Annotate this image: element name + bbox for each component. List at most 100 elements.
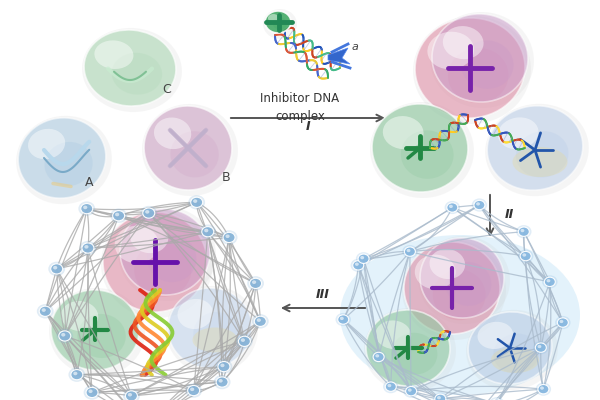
Ellipse shape [493,334,539,373]
Ellipse shape [73,372,77,375]
Ellipse shape [498,117,538,149]
Ellipse shape [273,18,287,30]
Ellipse shape [366,310,450,386]
Ellipse shape [418,236,510,324]
Ellipse shape [254,316,266,326]
Ellipse shape [520,252,531,261]
Ellipse shape [268,14,279,22]
Ellipse shape [238,336,250,346]
Ellipse shape [125,391,137,400]
Ellipse shape [420,238,504,318]
Ellipse shape [472,198,487,212]
Ellipse shape [521,229,524,232]
Ellipse shape [407,249,410,252]
Ellipse shape [61,301,98,331]
Ellipse shape [103,212,207,312]
Ellipse shape [128,393,132,396]
Ellipse shape [28,129,65,159]
Ellipse shape [404,242,500,334]
Ellipse shape [61,333,65,336]
Ellipse shape [188,195,205,210]
Ellipse shape [432,14,528,102]
Ellipse shape [51,264,63,274]
Ellipse shape [433,392,448,400]
Ellipse shape [536,382,551,396]
Ellipse shape [18,118,106,198]
Text: I: I [305,120,310,133]
Ellipse shape [406,386,416,396]
Ellipse shape [199,224,216,239]
Ellipse shape [56,329,73,343]
Ellipse shape [113,211,125,221]
Ellipse shape [83,206,88,209]
Ellipse shape [540,386,544,390]
Ellipse shape [518,250,533,263]
Ellipse shape [134,242,191,297]
Ellipse shape [77,314,126,358]
Ellipse shape [340,235,580,395]
Ellipse shape [544,277,556,286]
Ellipse shape [491,399,502,400]
Text: II: II [505,208,514,221]
Ellipse shape [485,104,589,196]
Ellipse shape [144,106,232,190]
Ellipse shape [80,241,97,255]
Text: C: C [162,83,171,96]
Ellipse shape [437,396,441,399]
Ellipse shape [512,147,568,177]
Ellipse shape [94,40,133,69]
Ellipse shape [415,255,455,289]
Ellipse shape [560,320,563,323]
Ellipse shape [193,199,197,203]
Ellipse shape [236,334,253,348]
Ellipse shape [49,288,145,376]
Ellipse shape [178,299,213,329]
Ellipse shape [115,226,159,263]
Ellipse shape [44,142,93,186]
Ellipse shape [388,384,391,387]
Ellipse shape [204,229,208,232]
Ellipse shape [220,364,224,367]
Ellipse shape [191,197,203,208]
Ellipse shape [376,320,411,349]
Ellipse shape [86,387,98,398]
Ellipse shape [448,48,508,103]
Ellipse shape [79,202,95,216]
Ellipse shape [487,106,583,190]
Ellipse shape [516,131,569,178]
Text: Inhibitor DNA
complex: Inhibitor DNA complex [260,92,340,123]
Ellipse shape [449,205,453,208]
Ellipse shape [376,354,379,358]
Ellipse shape [140,206,157,220]
Ellipse shape [373,352,384,362]
Ellipse shape [353,261,364,270]
Ellipse shape [489,397,505,400]
Ellipse shape [358,254,369,264]
Ellipse shape [555,316,571,329]
Ellipse shape [154,118,191,149]
Ellipse shape [250,278,262,288]
Ellipse shape [364,308,456,392]
Ellipse shape [85,245,89,249]
Ellipse shape [37,304,53,318]
Ellipse shape [170,131,219,178]
Ellipse shape [216,377,228,387]
Ellipse shape [118,207,216,301]
Ellipse shape [110,208,127,223]
Ellipse shape [247,276,264,290]
Polygon shape [328,48,350,64]
Ellipse shape [557,318,568,327]
Ellipse shape [476,202,480,206]
Ellipse shape [221,230,238,245]
Ellipse shape [39,306,51,316]
Ellipse shape [385,382,396,391]
Ellipse shape [241,338,245,342]
Ellipse shape [430,12,534,108]
Ellipse shape [168,288,252,368]
Ellipse shape [542,275,557,288]
Ellipse shape [538,384,549,394]
Ellipse shape [147,235,196,282]
Ellipse shape [202,227,214,237]
Ellipse shape [53,266,58,270]
Ellipse shape [81,204,93,214]
